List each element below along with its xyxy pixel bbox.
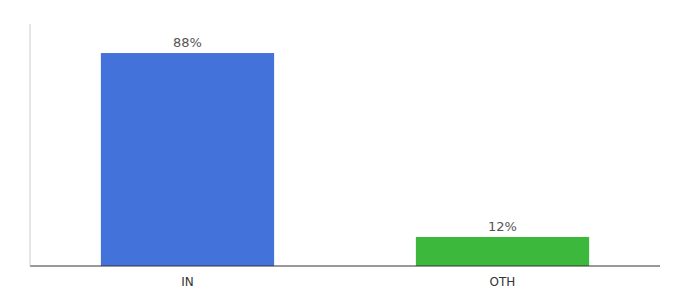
x-tick-label: OTH: [490, 275, 516, 289]
x-tick-label: IN: [181, 275, 194, 289]
x-axis-line: [30, 266, 660, 267]
bar: [101, 53, 274, 266]
data-labels: 88% 12%: [173, 35, 517, 234]
data-label: 12%: [488, 219, 517, 234]
bar: [416, 237, 589, 266]
bars: [101, 53, 589, 266]
chart-container: 88% 12% IN OTH: [0, 0, 680, 300]
y-axis-line: [30, 24, 31, 266]
chart-svg: 88% 12% IN OTH: [0, 0, 680, 300]
x-tick-labels: IN OTH: [181, 275, 515, 289]
plot: 88% 12% IN OTH: [30, 24, 660, 289]
data-label: 88%: [173, 35, 202, 50]
